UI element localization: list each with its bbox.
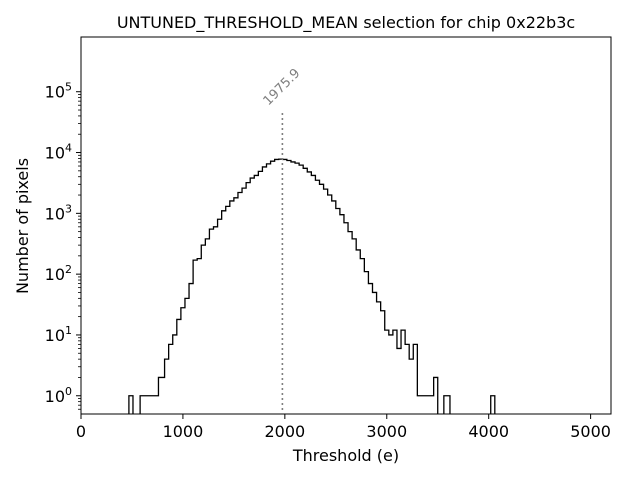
y-tick-label: 101	[45, 324, 72, 345]
histogram-series	[128, 158, 496, 414]
x-tick-label: 1000	[163, 422, 204, 441]
x-tick-label: 3000	[366, 422, 407, 441]
y-tick-label: 102	[45, 263, 72, 284]
x-tick-label: 5000	[570, 422, 611, 441]
y-tick-label: 104	[45, 142, 72, 163]
x-axis-title: Threshold (e)	[292, 446, 399, 465]
x-tick-label: 0	[76, 422, 86, 441]
axes-frame	[80, 36, 612, 415]
y-tick-label: 105	[45, 81, 72, 102]
y-tick-label: 100	[45, 385, 72, 406]
y-axis-title: Number of pixels	[13, 158, 32, 294]
chart-title: UNTUNED_THRESHOLD_MEAN selection for chi…	[117, 13, 575, 33]
x-tick-label: 2000	[264, 422, 305, 441]
x-tick-label: 4000	[468, 422, 509, 441]
y-tick-label: 103	[45, 202, 72, 223]
